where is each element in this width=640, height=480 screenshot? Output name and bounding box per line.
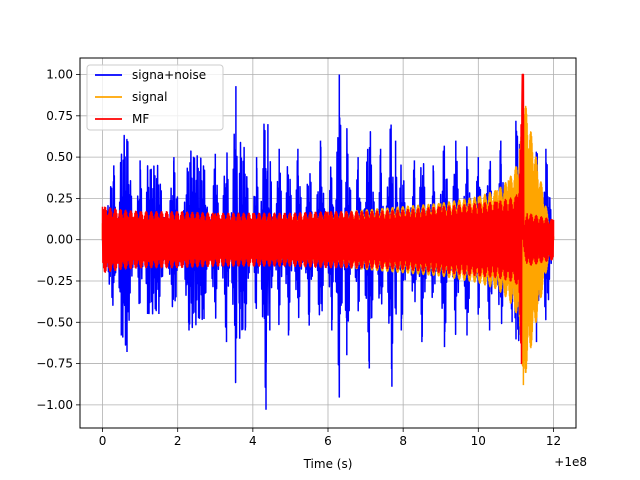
x-axis-label: Time (s): [303, 457, 353, 471]
legend: signa+noise signal MF: [86, 64, 224, 131]
legend-label-signa-noise: signa+noise: [132, 68, 206, 82]
x-tick-label: 6: [324, 434, 332, 448]
x-tick-label: 2: [174, 434, 182, 448]
data-series-layer: [101, 73, 555, 410]
y-tick-label: 0.75: [46, 109, 73, 123]
x-tick-label: 4: [249, 434, 257, 448]
x-tick-label: 8: [399, 434, 407, 448]
legend-label-signal: signal: [132, 90, 168, 104]
x-tick-label: 12: [546, 434, 561, 448]
y-tick-label: 0.25: [46, 191, 73, 205]
legend-box: [86, 64, 224, 131]
x-tick-label: 0: [99, 434, 107, 448]
y-tick-label: 0.00: [46, 233, 73, 247]
y-tick-label: −1.00: [36, 398, 73, 412]
legend-label-mf: MF: [132, 112, 149, 126]
x-axis-offset-label: +1e8: [554, 455, 587, 469]
y-tick-label: −0.75: [36, 357, 73, 371]
y-tick-label: −0.50: [36, 315, 73, 329]
series-line-mf: [101, 73, 555, 365]
axis-ticks: 0 2 4 6 8 10 12 −1.00 −0.75 −0.50 −0.25 0.00 0.25 0.5…: [36, 68, 561, 448]
y-tick-label: −0.25: [36, 274, 73, 288]
y-tick-label: 1.00: [46, 68, 73, 82]
x-tick-label: 10: [471, 434, 486, 448]
y-tick-label: 0.50: [46, 150, 73, 164]
